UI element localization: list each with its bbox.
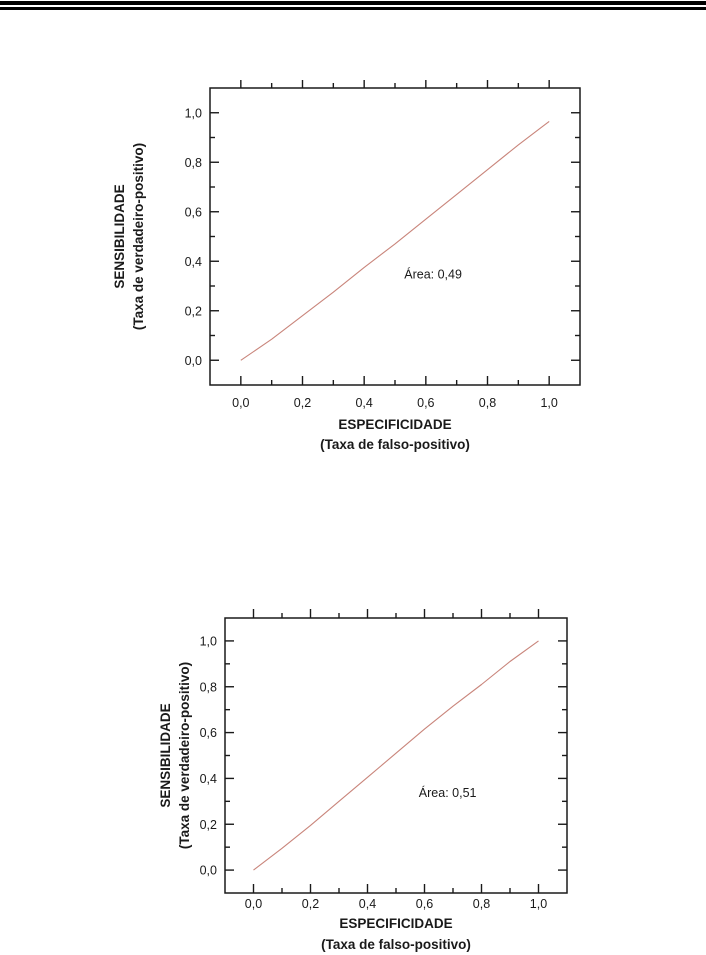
x-axis-title-line1: ESPECIFICIDADE <box>339 916 452 931</box>
x-tick-label: 1,0 <box>530 897 547 911</box>
x-tick-label: 1,0 <box>540 396 557 410</box>
x-tick-label: 0,2 <box>302 897 319 911</box>
y-tick-label: 1,0 <box>185 106 202 120</box>
y-tick-label: 0,6 <box>185 205 202 219</box>
x-tick-label: 0,0 <box>232 396 249 410</box>
y-axis-title-line2: (Taxa de verdadeiro-positivo) <box>177 662 192 849</box>
y-axis-title-line1: SENSIBILIDADE <box>112 184 127 288</box>
top-rule-thin <box>0 7 706 10</box>
area-annotation: Área: 0,49 <box>404 267 462 282</box>
x-axis-title-line1: ESPECIFICIDADE <box>338 417 451 432</box>
x-axis-title-line2: (Taxa de falso-positivo) <box>320 437 470 452</box>
y-tick-label: 0,2 <box>200 818 217 832</box>
x-tick-label: 0,2 <box>294 396 311 410</box>
y-tick-label: 0,8 <box>185 156 202 170</box>
roc-curve <box>240 120 550 361</box>
x-tick-label: 0,6 <box>417 396 434 410</box>
roc-chart-upper: 0,0 0,2 0,4 0,6 0,8 1,0 0,0 0,2 0,4 0,6 0,8 1,0 ESPE… <box>112 80 581 452</box>
y-tick-label: 0,0 <box>185 354 202 368</box>
y-tick-label: 0,4 <box>200 772 217 786</box>
y-axis-title-line2: (Taxa de verdadeiro-positivo) <box>131 143 146 330</box>
x-tick-label: 0,8 <box>479 396 496 410</box>
plot-frame <box>224 617 568 894</box>
y-tick-label: 0,4 <box>185 255 202 269</box>
top-rule-thick <box>0 1 706 5</box>
y-tick-label: 0,2 <box>185 304 202 318</box>
x-tick-label: 0,0 <box>245 897 262 911</box>
y-tick-label: 0,6 <box>200 726 217 740</box>
y-tick-label: 0,0 <box>200 864 217 878</box>
y-tick-label: 1,0 <box>200 634 217 648</box>
area-annotation: Área: 0,51 <box>419 785 477 800</box>
x-tick-label: 0,6 <box>416 897 433 911</box>
y-tick-label: 0,8 <box>200 680 217 694</box>
x-tick-label: 0,8 <box>473 897 490 911</box>
x-axis-title-line2: (Taxa de falso-positivo) <box>321 937 471 952</box>
y-axis-title-line1: SENSIBILIDADE <box>158 703 173 807</box>
roc-curve <box>253 640 539 871</box>
x-tick-label: 0,4 <box>359 897 376 911</box>
x-tick-label: 0,4 <box>355 396 372 410</box>
plot-frame <box>209 87 581 386</box>
roc-chart-lower: 0,0 0,2 0,4 0,6 0,8 1,0 0,0 0,2 0,4 0,6 0,8 1,0 ESPE… <box>158 609 568 952</box>
